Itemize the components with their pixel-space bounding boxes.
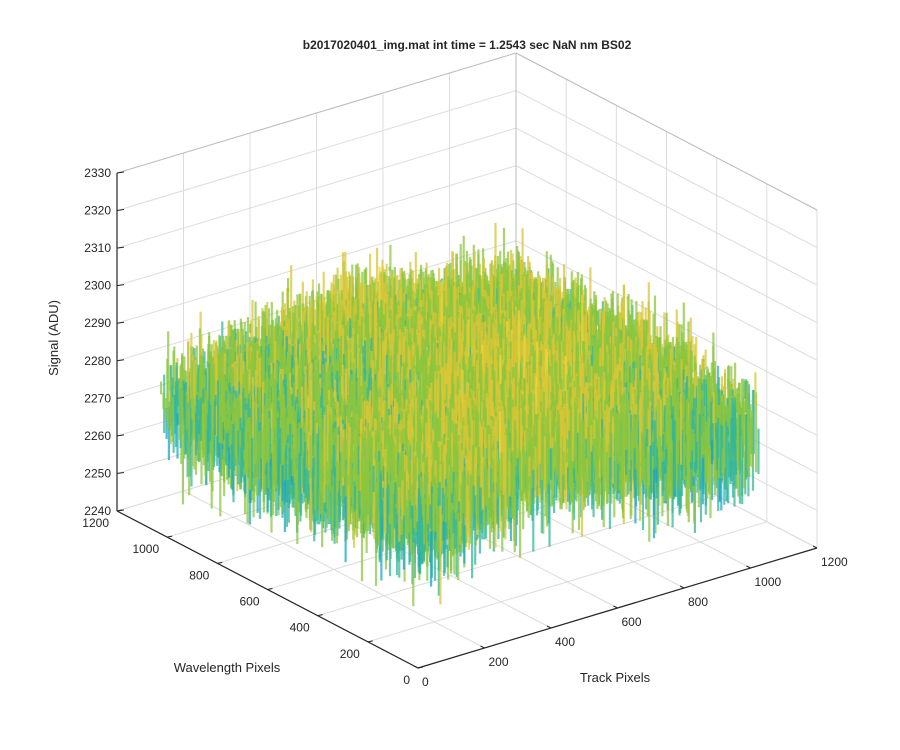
side-wall-grid-line [515,90,818,248]
back-wall-grid-line [116,127,517,249]
side-wall-grid-line [515,127,818,286]
floor-grid-line [367,521,767,643]
back-wall-grid-line [116,165,517,287]
side-wall-grid-line [515,165,818,324]
box-edge [116,52,517,174]
back-wall-grid-line [116,202,517,324]
back-wall-grid-line [116,90,517,212]
surface-plot [160,222,760,607]
side-wall-grid-line [515,202,818,361]
box-edge [515,52,818,211]
